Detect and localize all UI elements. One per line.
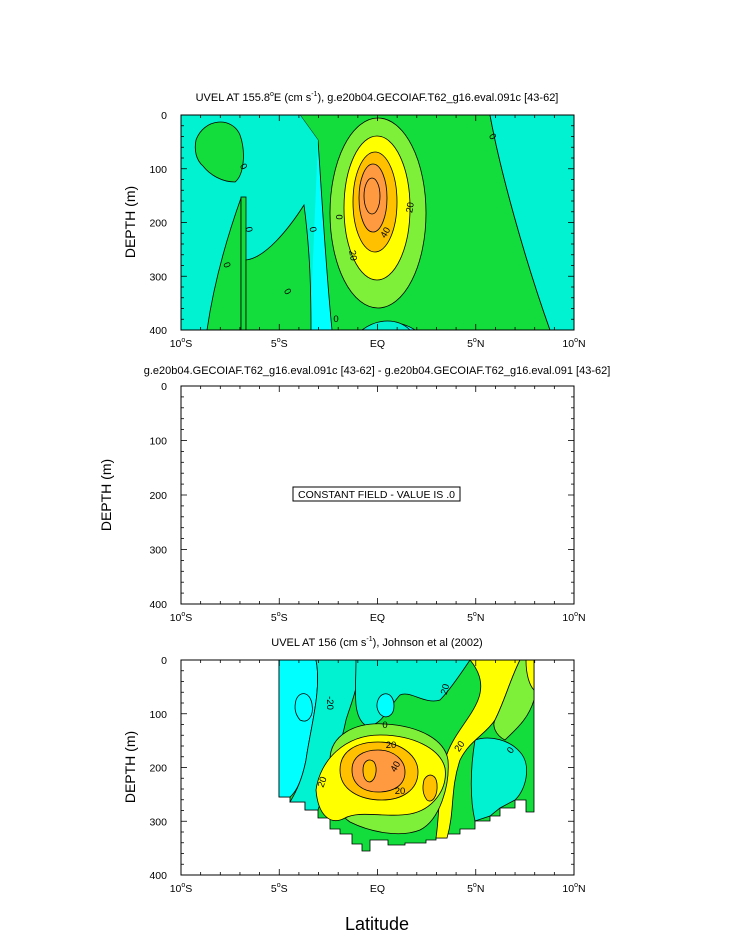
panel-2-note: CONSTANT FIELD - VALUE IS .0	[298, 489, 455, 501]
panel-3-ylabel: DEPTH (m)	[122, 731, 138, 803]
contour-label: 0	[281, 287, 293, 297]
y-tick-label: 100	[149, 709, 167, 721]
contour-label: 40	[378, 225, 393, 240]
y-tick-label: 300	[149, 545, 167, 557]
y-tick-label: 200	[149, 490, 167, 502]
panel-3-region-orange-core	[351, 749, 406, 793]
panel-3-region-core-spot	[362, 759, 377, 783]
contour-label: 0	[382, 720, 387, 731]
y-tick-label: 100	[149, 436, 167, 448]
contour-label: 20	[346, 249, 359, 261]
contour-label: 20	[439, 683, 452, 696]
y-tick-label: 300	[149, 271, 167, 283]
panel-3-region-aqua-right	[470, 737, 527, 822]
y-tick-label: 200	[149, 763, 167, 775]
panel-2-title: g.e20b04.GECOIAF.T62_g16.eval.091c [43-6…	[144, 365, 611, 377]
contour-label: 0	[486, 132, 498, 142]
panel-3-region-lightblue-spot	[376, 693, 395, 718]
y-tick-label: 400	[149, 870, 167, 882]
x-tick-label: 10oS	[170, 337, 193, 350]
contour-label: 0	[505, 745, 517, 756]
y-tick-label: 0	[161, 655, 167, 667]
x-tick-label: 10oN	[562, 337, 585, 350]
x-tick-label: 5oN	[467, 882, 484, 895]
x-tick-label: 5oN	[467, 337, 484, 350]
panel-2-note-box	[292, 486, 461, 502]
x-tick-label: 10oS	[170, 611, 193, 624]
y-tick-label: 400	[149, 599, 167, 611]
panel-3-contour-labels: -20 20 20 20 20 40 20 0 0	[316, 683, 517, 797]
y-tick-label: 100	[149, 164, 167, 176]
panel-1-region-green-strip-right	[245, 203, 312, 330]
panel-1-region-core	[363, 177, 381, 215]
x-tick-label: EQ	[370, 883, 385, 895]
panel-3-region-cyan-inner	[294, 693, 313, 722]
contour-label: -20	[324, 696, 335, 710]
contour-label: 20	[316, 775, 330, 789]
x-tick-label: 5oS	[271, 882, 288, 895]
x-tick-label: 10oN	[562, 882, 585, 895]
x-tick-label: EQ	[370, 612, 385, 624]
y-tick-label: 400	[149, 325, 167, 337]
y-tick-label: 300	[149, 816, 167, 828]
x-tick-label: 5oS	[271, 611, 288, 624]
x-tick-label: 10oN	[562, 611, 585, 624]
panel-1-contour-fill	[181, 115, 574, 330]
contour-label: 40	[388, 759, 403, 774]
panel-1-region-green-strip-mid	[240, 196, 247, 330]
panel-3-contour-fill	[278, 660, 535, 852]
contour-label: 20	[395, 786, 406, 797]
figure-xlabel: Latitude	[345, 914, 409, 934]
contour-label: 20	[386, 740, 397, 751]
contour-label: 0	[237, 162, 249, 172]
panel-1-contour-labels: 0 0 0 0 0 0 0 0 20 20 40	[220, 132, 498, 325]
x-tick-label: EQ	[370, 338, 385, 350]
contour-label: 0	[333, 314, 338, 325]
y-tick-label: 0	[161, 110, 167, 122]
panel-3-region-yellow-corner	[525, 660, 535, 691]
panel-3-title: UVEL AT 156 (cm s-1), Johnson et al (200…	[271, 636, 482, 649]
contour-label: 0	[307, 226, 319, 233]
y-tick-label: 0	[161, 381, 167, 393]
contour-label: 0	[243, 226, 255, 233]
panel-3-region-orange-right-spot	[422, 774, 438, 802]
panel-2-ylabel: DEPTH (m)	[98, 459, 114, 531]
panel-1-ylabel: DEPTH (m)	[122, 186, 138, 258]
contour-label: 20	[452, 739, 467, 754]
x-tick-label: 10oS	[170, 882, 193, 895]
y-tick-label: 200	[149, 218, 167, 230]
panel-1-title: UVEL AT 155.8oE (cm s-1), g.e20b04.GECOI…	[196, 91, 559, 104]
panel-3-region-aqua-left	[289, 660, 359, 811]
contour-label: 20	[404, 201, 417, 213]
contour-label: 0	[220, 261, 232, 270]
panel-1-region-orange	[358, 163, 388, 233]
panel-3-region-lightgreen-right	[493, 660, 535, 741]
contour-label: 0	[333, 214, 344, 219]
panel-1-region-green-blob	[194, 121, 244, 183]
x-tick-label: 5oS	[271, 337, 288, 350]
x-tick-label: 5oN	[467, 611, 484, 624]
